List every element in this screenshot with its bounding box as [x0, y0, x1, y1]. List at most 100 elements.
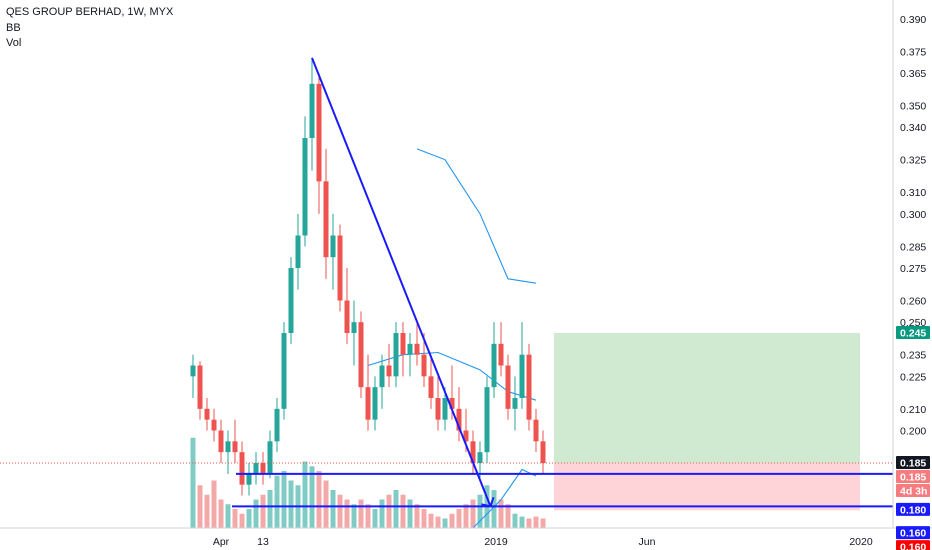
volume-bar — [505, 504, 511, 528]
volume-bar — [344, 499, 350, 528]
candle-body — [477, 452, 483, 463]
x-tick-label: Jun — [639, 536, 656, 548]
bollinger-upper — [416, 148, 537, 284]
candle-body — [309, 83, 315, 138]
price-badge-text: 0.160 — [900, 542, 926, 550]
price-badge — [896, 456, 930, 469]
candle-body — [414, 343, 420, 355]
indicator-bb-label[interactable]: BB — [6, 22, 21, 34]
price-badge — [896, 326, 930, 339]
volume-bar — [470, 499, 476, 528]
candle-body — [232, 441, 238, 453]
candle-body — [204, 408, 210, 420]
trend-line[interactable] — [311, 57, 492, 507]
candle-body — [456, 408, 462, 431]
volume-bar — [400, 494, 406, 528]
candle-body — [260, 463, 266, 474]
y-tick-label: 0.365 — [900, 68, 926, 80]
candle-body — [463, 430, 469, 442]
price-badge — [896, 484, 930, 497]
price-badge — [896, 470, 930, 483]
volume-bar — [540, 518, 546, 528]
y-tick-label: 0.275 — [900, 263, 926, 275]
volume-bar — [477, 494, 483, 528]
price-badge — [896, 540, 930, 550]
volume-bar — [197, 485, 203, 528]
x-tick-label: Apr — [213, 536, 230, 548]
candle-body — [407, 343, 413, 355]
price-badge-text: 0.185 — [900, 458, 926, 470]
candle-body — [449, 398, 455, 409]
candle-body — [351, 322, 357, 333]
volume-bar — [526, 518, 532, 528]
candle-body — [288, 268, 294, 333]
volume-bar — [323, 480, 329, 528]
y-tick-label: 0.375 — [900, 46, 926, 58]
candle-body — [218, 430, 224, 453]
candle-body — [428, 376, 434, 398]
candle-body — [281, 333, 287, 409]
candle-body — [379, 365, 385, 388]
indicator-vol-label[interactable]: Vol — [6, 37, 22, 49]
candle-body — [239, 452, 245, 485]
time-axis: Apr132019Jun2020Jun2021Jun202 — [0, 527, 932, 548]
volume-bar — [190, 437, 196, 528]
volume-bar — [260, 494, 266, 528]
candle-body — [484, 387, 490, 453]
candle-body — [505, 365, 511, 409]
candle-body — [190, 365, 196, 377]
x-tick-label: 13 — [257, 536, 269, 548]
stop-zone[interactable] — [554, 463, 860, 511]
candle-body — [197, 365, 203, 409]
bollinger-lower — [472, 468, 537, 529]
candle-body — [274, 408, 280, 442]
y-tick-label: 0.350 — [900, 101, 926, 113]
chart-title: QES GROUP BERHAD, 1W, MYX — [6, 6, 174, 18]
volume-bar — [463, 504, 469, 528]
volume-bar — [253, 499, 259, 528]
candle-body — [519, 354, 525, 398]
candle-body — [365, 387, 371, 420]
volume-bar — [204, 494, 210, 528]
candle-body — [435, 398, 441, 420]
candle-body — [225, 441, 231, 453]
volume-bar — [239, 513, 245, 528]
y-tick-label: 0.300 — [900, 209, 926, 221]
volume-bar — [309, 466, 315, 528]
volume-bar — [302, 461, 308, 528]
y-tick-label: 0.285 — [900, 241, 926, 253]
candle-body — [358, 322, 364, 388]
price-axis: 0.390 0.375 0.365 0.350 0.340 0.325 0.310 0.300… — [892, 0, 926, 528]
volume-bar — [428, 513, 434, 528]
volume-bar — [211, 480, 217, 528]
volume-bar — [519, 516, 525, 528]
candle-body — [330, 235, 336, 258]
volume-bar — [414, 504, 420, 528]
volume-bar — [449, 513, 455, 528]
bollinger-bands — [367, 148, 537, 529]
candle-body — [253, 463, 259, 474]
candles — [190, 57, 546, 496]
candle-body — [526, 354, 532, 420]
candle-body — [540, 441, 546, 463]
volume-bar — [316, 471, 322, 528]
volume-bar — [274, 475, 280, 528]
candle-body — [498, 343, 504, 366]
volume-bar — [393, 490, 399, 528]
x-tick-label: 2020 — [849, 536, 873, 548]
price-badge — [896, 526, 930, 540]
target-zone[interactable] — [554, 333, 860, 463]
volume-bar — [288, 480, 294, 528]
y-tick-label: 0.325 — [900, 155, 926, 167]
candle-body — [302, 138, 308, 236]
y-tick-label: 0.390 — [900, 14, 926, 26]
volume-bar — [456, 509, 462, 528]
volume-bar — [498, 499, 504, 528]
volume-bar — [358, 499, 364, 528]
volume-bar — [421, 509, 427, 528]
price-badges: 0.245 0.185 0.185 4d 3h 0.180 0.160 0.160 — [896, 326, 930, 550]
candle-body — [442, 398, 448, 420]
x-tick-label: 2019 — [484, 536, 508, 548]
candle-body — [323, 181, 329, 258]
